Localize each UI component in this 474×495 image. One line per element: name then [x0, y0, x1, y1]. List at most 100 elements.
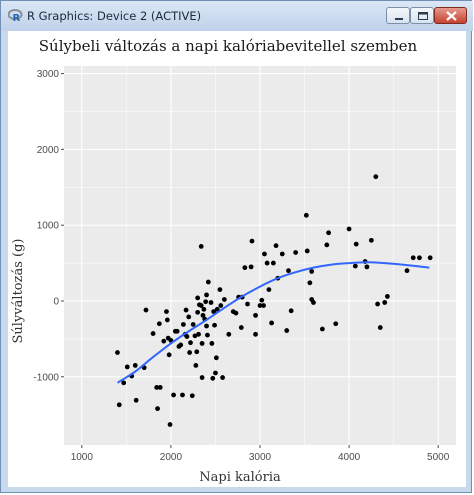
data-point [286, 268, 291, 274]
data-point [261, 303, 266, 308]
data-point [204, 323, 209, 329]
x-tick-label: 5000 [427, 452, 450, 463]
data-point [157, 384, 163, 390]
data-point [155, 406, 160, 412]
data-point [213, 370, 218, 376]
y-tick-label: 2000 [37, 145, 60, 156]
data-point [218, 303, 224, 308]
chart-title: Súlybeli változás a napi kalóriabevitell… [39, 37, 418, 55]
data-point [346, 226, 352, 232]
data-point [164, 317, 170, 323]
maximize-button[interactable] [410, 7, 434, 24]
data-point [121, 380, 127, 386]
data-point [189, 393, 195, 399]
data-point [180, 322, 186, 327]
y-tick-label: 1000 [37, 221, 60, 232]
data-point [198, 244, 204, 249]
data-point [194, 349, 200, 355]
data-point [326, 230, 331, 236]
data-point [201, 306, 207, 312]
data-point [198, 303, 204, 308]
data-point [211, 309, 217, 314]
data-point [196, 331, 201, 337]
data-point [417, 255, 422, 261]
x-tick-label: 4000 [338, 452, 361, 463]
data-point [259, 297, 265, 303]
data-point [368, 237, 374, 243]
axis-ticks: 1000 2000 3000 4000 5000 -1000 0 1000 2000 3000 [33, 69, 449, 463]
data-point [195, 295, 201, 301]
data-point [382, 300, 388, 305]
data-point [200, 312, 206, 318]
title-bar[interactable]: R R Graphics: Device 2 (ACTIVE) [1, 1, 473, 31]
data-point [279, 251, 285, 257]
data-point [364, 264, 370, 270]
data-point [195, 309, 201, 315]
x-axis-label: Napi kalória [199, 470, 281, 485]
data-point [253, 331, 258, 337]
data-point [233, 310, 239, 316]
plot-device-area: Súlybeli változás a napi kalóriabevitell… [8, 31, 466, 487]
data-point [186, 314, 192, 320]
data-point [377, 325, 383, 330]
data-point [242, 265, 248, 271]
data-point [199, 375, 205, 380]
close-button[interactable] [434, 7, 467, 24]
data-point [143, 307, 149, 313]
data-point [187, 350, 193, 355]
data-point [193, 363, 199, 368]
data-point [385, 294, 390, 299]
data-point [174, 328, 180, 334]
data-point [264, 260, 270, 266]
data-point [220, 375, 225, 380]
data-point [213, 355, 219, 361]
data-point [132, 363, 138, 368]
data-points [115, 174, 433, 427]
r-logo-icon: R [8, 9, 23, 23]
data-point [190, 322, 196, 327]
data-point [156, 321, 162, 327]
data-point [253, 312, 258, 318]
data-point [293, 250, 299, 255]
x-tick-label: 3000 [249, 452, 272, 463]
data-point [352, 263, 358, 269]
data-point [269, 320, 274, 326]
data-point [184, 334, 190, 340]
data-point [178, 342, 184, 348]
data-point [288, 308, 294, 314]
smooth-trend-line [116, 261, 430, 384]
data-point [171, 392, 176, 398]
close-icon [446, 11, 457, 21]
x-tick-label: 1000 [71, 452, 94, 463]
data-point [248, 264, 254, 270]
data-point [209, 341, 215, 346]
data-point [203, 299, 209, 305]
y-axis-label: Súlyváltozás (g) [11, 239, 26, 344]
y-tick-label: 0 [53, 296, 59, 307]
data-point [284, 328, 290, 333]
data-point [180, 392, 185, 398]
data-point [188, 340, 193, 346]
data-point [373, 174, 379, 180]
data-point [311, 300, 316, 305]
window-title: R Graphics: Device 2 (ACTIVE) [27, 9, 202, 23]
data-point [375, 301, 380, 307]
data-point [270, 260, 276, 266]
data-point [166, 352, 172, 358]
minimize-icon [395, 18, 403, 20]
data-point [161, 338, 167, 344]
data-point [273, 243, 279, 249]
data-point [404, 268, 410, 274]
data-point [154, 384, 160, 390]
data-point [353, 241, 359, 247]
scatter-plot: Súlybeli változás a napi kalóriabevitell… [11, 37, 456, 485]
data-point [303, 212, 309, 218]
minimize-button[interactable] [386, 7, 410, 24]
data-point [249, 238, 255, 244]
data-point [199, 341, 205, 346]
data-point [150, 331, 156, 336]
data-point [410, 255, 416, 261]
data-point [204, 292, 209, 298]
data-point [167, 422, 173, 427]
